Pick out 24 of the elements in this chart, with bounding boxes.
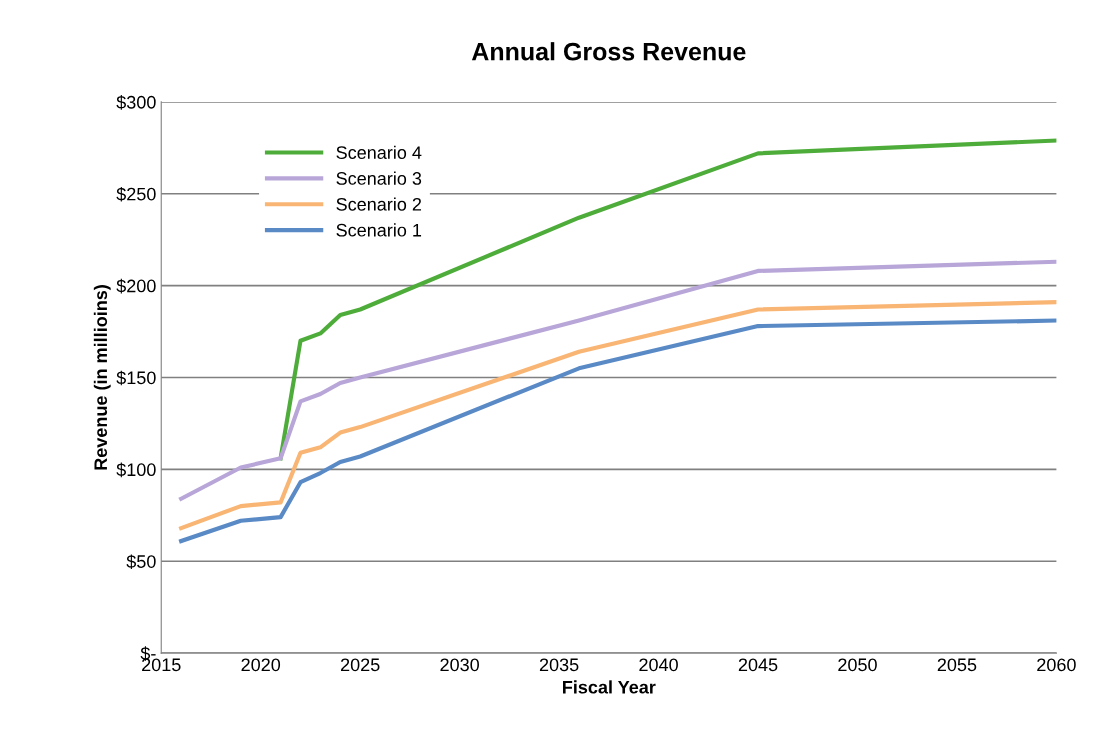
x-axis-title: Fiscal Year bbox=[563, 680, 656, 694]
line-series bbox=[278, 138, 1057, 461]
y-tick-label: $100 bbox=[116, 462, 156, 478]
legend-label: Scenario 2 bbox=[336, 197, 422, 211]
y-tick-label: $200 bbox=[116, 278, 156, 294]
line-series bbox=[179, 259, 1057, 501]
x-tick-label: 2045 bbox=[738, 658, 778, 672]
y-tick-label: $150 bbox=[116, 370, 156, 386]
y-tick-label: $250 bbox=[116, 186, 156, 202]
y-axis-title: Revenue (in millioins) bbox=[93, 285, 111, 470]
x-tick-label: 2025 bbox=[340, 658, 380, 672]
chart-title: Annual Gross Revenue bbox=[471, 42, 746, 61]
legend-label: Scenario 3 bbox=[336, 171, 422, 185]
y-tick-label: $300 bbox=[116, 95, 156, 110]
legend-label: Scenario 4 bbox=[336, 145, 422, 159]
x-tick-label: 2060 bbox=[1037, 658, 1076, 672]
x-tick-label: 2055 bbox=[937, 658, 977, 672]
x-tick-label: 2020 bbox=[241, 658, 281, 672]
x-tick-label: 2030 bbox=[440, 658, 480, 672]
x-tick-label: 2035 bbox=[539, 658, 579, 672]
legend-label: Scenario 1 bbox=[336, 223, 422, 237]
x-tick-label: 2050 bbox=[838, 658, 877, 672]
x-tick-label: 2040 bbox=[639, 658, 678, 672]
y-tick-label: $50 bbox=[126, 554, 156, 570]
